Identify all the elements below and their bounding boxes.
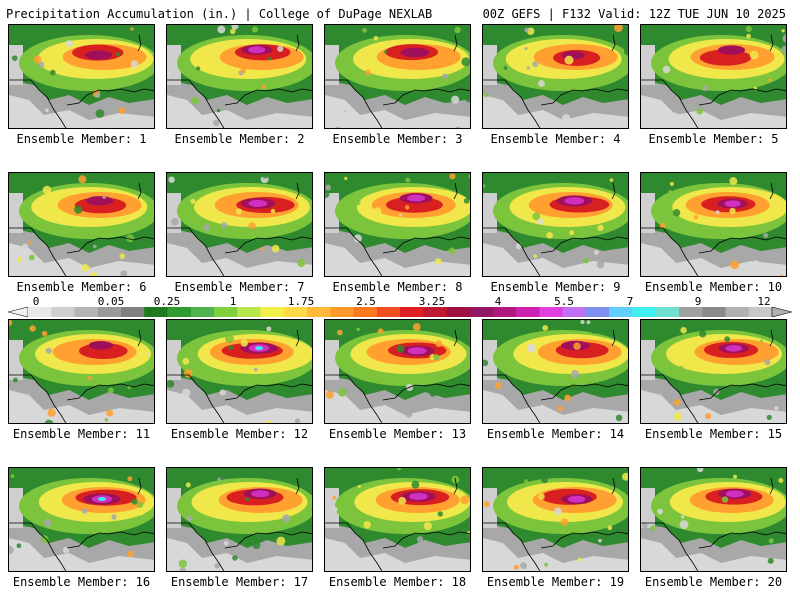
- ensemble-member-label: Ensemble Member: 19: [486, 575, 625, 589]
- ensemble-member-label: Ensemble Member: 17: [170, 575, 309, 589]
- ensemble-member-label: Ensemble Member: 8: [332, 280, 463, 294]
- precip-map: [324, 319, 471, 424]
- ensemble-member-label: Ensemble Member: 12: [170, 427, 309, 441]
- colorbar-swatch: [400, 307, 424, 317]
- ensemble-member-label: Ensemble Member: 2: [174, 132, 305, 146]
- colorbar-swatch: [51, 307, 75, 317]
- colorbar-swatch: [632, 307, 657, 317]
- colorbar-legend: 0 0.05 0.25 1 1.75 2.5 3.25 4 5.5 7 9 12: [8, 295, 792, 319]
- ensemble-member-label: Ensemble Member: 20: [644, 575, 783, 589]
- colorbar-swatch: [655, 307, 680, 317]
- ensemble-member-label: Ensemble Member: 9: [490, 280, 621, 294]
- ensemble-member-label: Ensemble Member: 15: [644, 427, 783, 441]
- colorbar-tick-label: 5.5: [554, 295, 574, 308]
- precip-map: [166, 319, 313, 424]
- colorbar-swatch: [237, 307, 261, 317]
- model-run-info: 00Z GEFS | F132 Valid: 12Z TUE JUN 10 20…: [482, 7, 786, 21]
- colorbar-tick-label: 9: [694, 295, 702, 308]
- precip-map: [640, 467, 787, 572]
- colorbar-swatch: [190, 307, 215, 317]
- colorbar-swatch: [562, 307, 587, 317]
- colorbar-tick-label: 0.05: [97, 295, 125, 308]
- precip-map: [482, 467, 629, 572]
- colorbar-scale: [8, 307, 792, 317]
- ensemble-member-label: Ensemble Member: 10: [644, 280, 783, 294]
- colorbar-swatch: [702, 307, 726, 317]
- colorbar-tick-label: 3.25: [418, 295, 446, 308]
- precip-map: [8, 319, 155, 424]
- colorbar-tick-label: 1: [229, 295, 237, 308]
- colorbar-swatch: [679, 307, 703, 317]
- precip-map: [640, 24, 787, 129]
- precip-map: [640, 172, 787, 277]
- colorbar-tick-label: 0.25: [153, 295, 181, 308]
- precip-map: [324, 172, 471, 277]
- colorbar-swatch: [167, 307, 192, 317]
- colorbar-swatch: [307, 307, 331, 317]
- colorbar-swatch: [446, 307, 471, 317]
- colorbar-swatch: [330, 307, 354, 317]
- colorbar-max-arrow: [771, 307, 792, 317]
- colorbar-tick-label: 2.5: [356, 295, 376, 308]
- colorbar-swatch: [260, 307, 285, 317]
- colorbar-tick-label: 0: [32, 295, 40, 308]
- precip-map: [324, 467, 471, 572]
- colorbar-swatch: [283, 307, 308, 317]
- colorbar-swatch: [493, 307, 517, 317]
- colorbar-tick-label: 4: [494, 295, 502, 308]
- colorbar-min-arrow: [8, 307, 29, 317]
- colorbar-swatch: [376, 307, 401, 317]
- ensemble-member-label: Ensemble Member: 1: [16, 132, 147, 146]
- colorbar-swatch: [516, 307, 540, 317]
- ensemble-member-label: Ensemble Member: 4: [490, 132, 621, 146]
- colorbar-swatch: [725, 307, 750, 317]
- precip-map: [8, 24, 155, 129]
- colorbar-swatch: [609, 307, 633, 317]
- precip-map: [324, 24, 471, 129]
- precip-map: [8, 467, 155, 572]
- precip-map: [482, 24, 629, 129]
- ensemble-member-label: Ensemble Member: 14: [486, 427, 625, 441]
- ensemble-member-label: Ensemble Member: 7: [174, 280, 305, 294]
- colorbar-tick-label: 1.75: [287, 295, 315, 308]
- colorbar-swatch: [28, 307, 52, 317]
- colorbar-swatch: [74, 307, 99, 317]
- colorbar-swatch: [353, 307, 378, 317]
- precip-map: [640, 319, 787, 424]
- ensemble-member-label: Ensemble Member: 11: [12, 427, 151, 441]
- ensemble-member-label: Ensemble Member: 16: [12, 575, 151, 589]
- precip-map: [482, 319, 629, 424]
- page-title: Precipitation Accumulation (in.) | Colle…: [6, 7, 433, 21]
- precip-map: [166, 24, 313, 129]
- colorbar-swatch: [586, 307, 610, 317]
- colorbar-tick-label: 12: [757, 295, 771, 308]
- colorbar-swatch: [748, 307, 773, 317]
- precip-map: [8, 172, 155, 277]
- colorbar-tick-label: 7: [626, 295, 634, 308]
- ensemble-member-label: Ensemble Member: 3: [332, 132, 463, 146]
- precip-map: [166, 467, 313, 572]
- colorbar-swatch: [469, 307, 494, 317]
- colorbar-swatch: [97, 307, 122, 317]
- precip-map: [482, 172, 629, 277]
- ensemble-member-label: Ensemble Member: 6: [16, 280, 147, 294]
- ensemble-member-label: Ensemble Member: 18: [328, 575, 467, 589]
- ensemble-member-label: Ensemble Member: 13: [328, 427, 467, 441]
- colorbar-swatch: [539, 307, 564, 317]
- colorbar-swatch: [144, 307, 168, 317]
- precip-map: [166, 172, 313, 277]
- colorbar-swatch: [121, 307, 145, 317]
- ensemble-member-label: Ensemble Member: 5: [648, 132, 779, 146]
- colorbar-swatch: [423, 307, 447, 317]
- colorbar-swatch: [214, 307, 238, 317]
